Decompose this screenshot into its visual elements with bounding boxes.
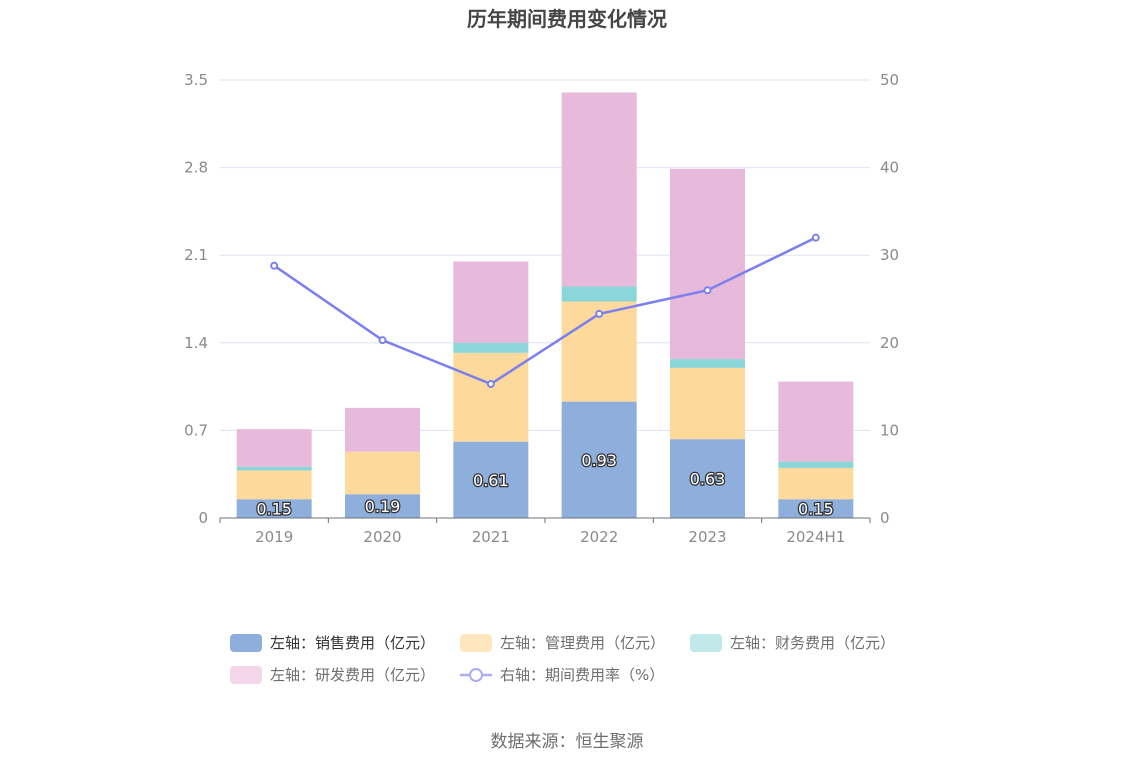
bar-segment bbox=[236, 470, 312, 500]
bar-data-label: 0.19 bbox=[365, 497, 401, 516]
legend-line-marker bbox=[469, 668, 483, 682]
bar-segment bbox=[345, 407, 420, 452]
bar-segment bbox=[670, 168, 745, 360]
bar-data-label: 0.15 bbox=[798, 500, 834, 519]
x-tick-label: 2022 bbox=[580, 528, 618, 546]
bar-data-label: 0.93 bbox=[581, 451, 617, 470]
rate-point bbox=[811, 233, 820, 242]
legend-label: 左轴：管理费用（亿元） bbox=[500, 634, 665, 652]
legend-swatch bbox=[460, 634, 492, 652]
right-tick-label: 30 bbox=[880, 246, 899, 264]
chart-title: 历年期间费用变化情况 bbox=[467, 7, 667, 31]
rate-point bbox=[486, 379, 495, 388]
source-note: 数据来源：恒生聚源 bbox=[491, 732, 644, 752]
left-tick-label: 1.4 bbox=[184, 334, 208, 352]
x-tick-label: 2019 bbox=[255, 528, 293, 546]
bar-segment bbox=[453, 342, 529, 353]
right-tick-label: 0 bbox=[880, 509, 890, 527]
bar-segment bbox=[236, 499, 312, 518]
bar-segment bbox=[453, 441, 529, 518]
legend-swatch bbox=[230, 634, 262, 652]
bar-segment bbox=[345, 494, 420, 518]
bar-data-label: 0.63 bbox=[690, 470, 726, 489]
bar-segment bbox=[561, 92, 637, 287]
grid-lines bbox=[220, 79, 870, 431]
legend: 左轴：销售费用（亿元） 左轴：管理费用（亿元） 左轴：财务费用（亿元） 左轴：研发费用… bbox=[230, 634, 895, 684]
legend-label: 右轴：期间费用率（%） bbox=[500, 666, 664, 684]
legend-swatch bbox=[230, 666, 262, 684]
data-labels: 0.15 0.19 0.61 0.93 0.63 0.15 bbox=[255, 450, 835, 520]
bar-segment bbox=[778, 499, 854, 518]
bar-segment bbox=[670, 367, 745, 440]
right-tick-label: 20 bbox=[880, 334, 899, 352]
left-tick-label: 0.7 bbox=[184, 421, 208, 439]
bar-series bbox=[236, 92, 854, 518]
legend-label: 左轴：财务费用（亿元） bbox=[730, 634, 895, 652]
rate-point bbox=[270, 261, 279, 270]
legend-label: 左轴：研发费用（亿元） bbox=[270, 666, 435, 684]
bar-segment bbox=[778, 381, 854, 462]
right-tick-label: 10 bbox=[880, 421, 899, 439]
bar-segment bbox=[561, 286, 637, 302]
right-tick-label: 50 bbox=[880, 71, 899, 89]
left-tick-label: 3.5 bbox=[184, 71, 208, 89]
x-tick-label: 2020 bbox=[363, 528, 401, 546]
rate-line bbox=[270, 233, 820, 388]
bar-data-label: 0.61 bbox=[473, 471, 509, 490]
x-tick-label: 2023 bbox=[688, 528, 726, 546]
rate-point bbox=[595, 309, 604, 318]
bar-segment bbox=[670, 359, 745, 368]
bar-segment bbox=[236, 429, 312, 467]
bar-segment bbox=[561, 301, 637, 402]
bar-segment bbox=[236, 466, 312, 471]
bar-data-label: 0.15 bbox=[256, 500, 292, 519]
bar-segment bbox=[670, 439, 745, 518]
x-tick-label: 2024H1 bbox=[786, 528, 845, 546]
rate-point bbox=[703, 286, 712, 295]
bar-segment bbox=[778, 461, 854, 468]
bar-segment bbox=[453, 261, 529, 343]
x-tick-label: 2021 bbox=[472, 528, 510, 546]
legend-label: 左轴：销售费用（亿元） bbox=[270, 634, 435, 652]
rate-line-path bbox=[273, 236, 817, 386]
rate-point bbox=[378, 336, 387, 345]
axes: 0 0.7 1.4 2.1 2.8 3.5 0 10 20 30 40 50 2019 2020 2021 2… bbox=[184, 71, 899, 546]
legend-swatch bbox=[690, 634, 722, 652]
right-tick-label: 40 bbox=[880, 159, 899, 177]
left-tick-label: 2.8 bbox=[184, 159, 208, 177]
left-tick-label: 2.1 bbox=[184, 246, 208, 264]
bar-segment bbox=[778, 467, 854, 500]
bar-segment bbox=[561, 401, 637, 518]
left-tick-label: 0 bbox=[198, 509, 208, 527]
bar-segment bbox=[345, 451, 420, 495]
